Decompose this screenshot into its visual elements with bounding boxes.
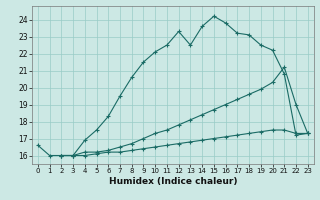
- X-axis label: Humidex (Indice chaleur): Humidex (Indice chaleur): [108, 177, 237, 186]
